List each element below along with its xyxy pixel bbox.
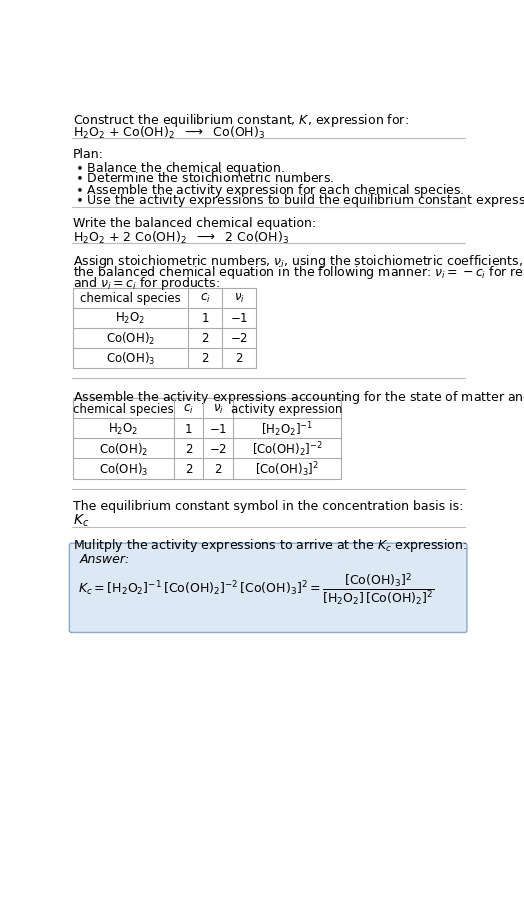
- Text: Assemble the activity expressions accounting for the state of matter and $\nu_i$: Assemble the activity expressions accoun…: [73, 388, 524, 405]
- Text: $\mathrm{H_2O_2}$: $\mathrm{H_2O_2}$: [108, 421, 139, 437]
- Text: $\bullet$ Determine the stoichiometric numbers.: $\bullet$ Determine the stoichiometric n…: [75, 170, 334, 185]
- Text: $\mathrm{H_2O_2}$: $\mathrm{H_2O_2}$: [115, 310, 146, 326]
- Text: $K_c$: $K_c$: [73, 512, 90, 529]
- Text: Construct the equilibrium constant, $K$, expression for:: Construct the equilibrium constant, $K$,…: [73, 112, 409, 129]
- Text: Co(OH)$_2$: Co(OH)$_2$: [106, 330, 155, 346]
- Text: Co(OH)$_2$: Co(OH)$_2$: [99, 441, 148, 457]
- Text: Write the balanced chemical equation:: Write the balanced chemical equation:: [73, 216, 316, 230]
- Text: Answer:: Answer:: [80, 552, 130, 565]
- Text: $[\mathrm{Co(OH)_2}]^{-2}$: $[\mathrm{Co(OH)_2}]^{-2}$: [252, 439, 323, 458]
- Text: $-2$: $-2$: [230, 332, 248, 345]
- Text: $\bullet$ Assemble the activity expression for each chemical species.: $\bullet$ Assemble the activity expressi…: [75, 181, 464, 198]
- Text: the balanced chemical equation in the following manner: $\nu_i = -c_i$ for react: the balanced chemical equation in the fo…: [73, 263, 524, 281]
- Text: chemical species: chemical species: [80, 291, 181, 305]
- Text: $-1$: $-1$: [209, 422, 227, 436]
- Text: $\nu_i$: $\nu_i$: [234, 291, 245, 305]
- Text: Co(OH)$_3$: Co(OH)$_3$: [106, 350, 155, 366]
- Text: The equilibrium constant symbol in the concentration basis is:: The equilibrium constant symbol in the c…: [73, 499, 464, 512]
- Text: 2: 2: [185, 463, 192, 475]
- Text: $c_i$: $c_i$: [183, 402, 194, 416]
- Text: $K_c = [\mathrm{H_2O_2}]^{-1}\,[\mathrm{Co(OH)_2}]^{-2}\,[\mathrm{Co(OH)_3}]^{2}: $K_c = [\mathrm{H_2O_2}]^{-1}\,[\mathrm{…: [78, 570, 435, 606]
- Text: $-1$: $-1$: [230, 312, 248, 325]
- Text: $\nu_i$: $\nu_i$: [213, 402, 224, 416]
- Text: $[\mathrm{Co(OH)_3}]^{2}$: $[\mathrm{Co(OH)_3}]^{2}$: [255, 460, 319, 478]
- Text: 2: 2: [201, 352, 209, 364]
- Bar: [73, 399, 342, 479]
- Text: $\mathrm{H_2O_2}$ + Co(OH)$_2$  $\longrightarrow$  Co(OH)$_3$: $\mathrm{H_2O_2}$ + Co(OH)$_2$ $\longrig…: [73, 125, 266, 142]
- Text: $[\mathrm{H_2O_2}]^{-1}$: $[\mathrm{H_2O_2}]^{-1}$: [261, 419, 313, 438]
- Text: $c_i$: $c_i$: [200, 291, 210, 305]
- Text: 2: 2: [201, 332, 209, 345]
- Text: Assign stoichiometric numbers, $\nu_i$, using the stoichiometric coefficients, $: Assign stoichiometric numbers, $\nu_i$, …: [73, 253, 524, 270]
- Text: $\bullet$ Balance the chemical equation.: $\bullet$ Balance the chemical equation.: [75, 160, 285, 177]
- Text: Mulitply the activity expressions to arrive at the $K_c$ expression:: Mulitply the activity expressions to arr…: [73, 537, 467, 554]
- Text: 1: 1: [201, 312, 209, 325]
- Text: $\bullet$ Use the activity expressions to build the equilibrium constant express: $\bullet$ Use the activity expressions t…: [75, 192, 524, 209]
- Text: Plan:: Plan:: [73, 148, 104, 161]
- Text: and $\nu_i = c_i$ for products:: and $\nu_i = c_i$ for products:: [73, 274, 220, 291]
- Text: $-2$: $-2$: [209, 443, 227, 456]
- FancyBboxPatch shape: [69, 544, 467, 633]
- Bar: [73, 289, 256, 368]
- Text: 2: 2: [214, 463, 222, 475]
- Text: Co(OH)$_3$: Co(OH)$_3$: [99, 461, 148, 477]
- Text: 1: 1: [185, 422, 192, 436]
- Text: 2: 2: [235, 352, 243, 364]
- Text: $\mathrm{H_2O_2}$ + 2 Co(OH)$_2$  $\longrightarrow$  2 Co(OH)$_3$: $\mathrm{H_2O_2}$ + 2 Co(OH)$_2$ $\longr…: [73, 230, 289, 246]
- Text: chemical species: chemical species: [73, 402, 174, 416]
- Text: 2: 2: [185, 443, 192, 456]
- Text: activity expression: activity expression: [232, 402, 343, 416]
